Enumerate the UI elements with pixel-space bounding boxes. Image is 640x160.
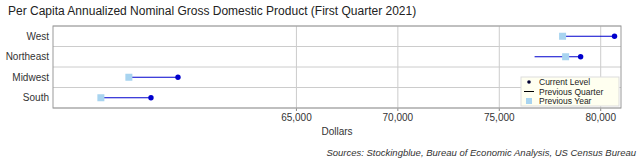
category-label: West (26, 31, 49, 42)
category-label: Northeast (6, 51, 50, 62)
current-level-marker (612, 34, 617, 39)
tick-label: 65,000 (281, 112, 312, 123)
previous-quarter-line (129, 77, 178, 78)
chart: Per Capita Annualized Nominal Gross Dome… (0, 0, 640, 160)
legend-label: Current Level (539, 77, 590, 87)
title: Per Capita Annualized Nominal Gross Dome… (8, 4, 416, 18)
legend-label: Previous Year (539, 96, 592, 106)
previous-year-marker (97, 94, 104, 101)
previous-quarter-line (101, 97, 151, 98)
axis-label: Dollars (321, 126, 352, 137)
legend: Current LevelPrevious QuarterPrevious Ye… (521, 77, 619, 106)
previous-year-marker (562, 53, 569, 60)
previous-quarter-line (563, 36, 615, 37)
tick-label: 75,000 (484, 112, 515, 123)
legend-symbol (524, 91, 534, 92)
category-label: Midwest (12, 72, 49, 83)
legend-symbol (526, 98, 532, 104)
grid-line (53, 67, 621, 68)
legend-symbol (527, 80, 531, 84)
category-label: South (23, 92, 49, 103)
current-level-marker (578, 54, 583, 59)
previous-year-marker (125, 74, 132, 81)
plot-frame (53, 26, 621, 108)
previous-year-marker (559, 33, 566, 40)
plot-area (53, 26, 621, 108)
source: Sources: Stockingblue, Bureau of Economi… (326, 147, 636, 158)
legend-box (521, 77, 619, 106)
marks (97, 33, 617, 102)
tick-label: 70,000 (383, 112, 414, 123)
previous-quarter-line (535, 56, 581, 57)
tick-label: 80,000 (585, 112, 616, 123)
current-level-marker (175, 75, 180, 80)
legend-label: Previous Quarter (539, 87, 603, 97)
grid-line (53, 46, 621, 47)
current-level-marker (148, 95, 153, 100)
